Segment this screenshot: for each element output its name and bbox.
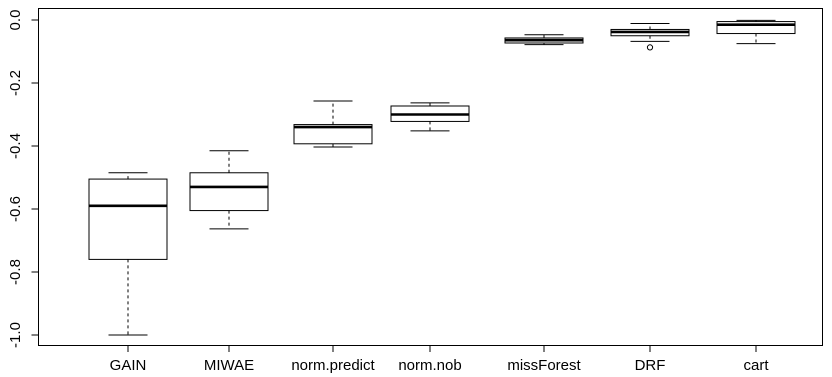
x-tick-label: norm.predict [291, 357, 375, 374]
box-group-gain [88, 172, 168, 336]
boxes [88, 19, 796, 336]
x-tick-label: DRF [635, 357, 666, 374]
y-tick-label: -0.6 [7, 196, 24, 222]
y-axis: 0.0 -0.2 -0.4 -0.6 -0.8 -1.0 [7, 10, 39, 348]
x-tick-label: GAIN [110, 357, 147, 374]
iqr-box [716, 21, 796, 35]
box-group-norm-predict [293, 100, 373, 148]
box-group-missforest [504, 34, 584, 46]
iqr-box [189, 172, 269, 212]
iqr-box [88, 178, 168, 260]
y-tick-label: -1.0 [7, 322, 24, 348]
x-tick-label: norm.nob [398, 357, 461, 374]
iqr-box [293, 124, 373, 145]
box-group-drf [610, 22, 690, 51]
x-tick-label: cart [743, 357, 769, 374]
plot-frame [38, 8, 823, 346]
box-group-miwae [189, 150, 269, 230]
x-axis: GAIN MIWAE norm.predict norm.nob missForest D… [110, 345, 769, 374]
x-tick-label: missForest [507, 357, 581, 374]
box-group-cart [716, 19, 796, 45]
y-tick-label: -0.4 [7, 133, 24, 159]
y-tick-label: 0.0 [7, 10, 24, 31]
box-group-norm-nob [390, 102, 470, 132]
x-tick-label: MIWAE [204, 357, 254, 374]
y-tick-label: -0.8 [7, 259, 24, 285]
y-tick-label: -0.2 [7, 70, 24, 96]
outlier-point [646, 44, 654, 51]
